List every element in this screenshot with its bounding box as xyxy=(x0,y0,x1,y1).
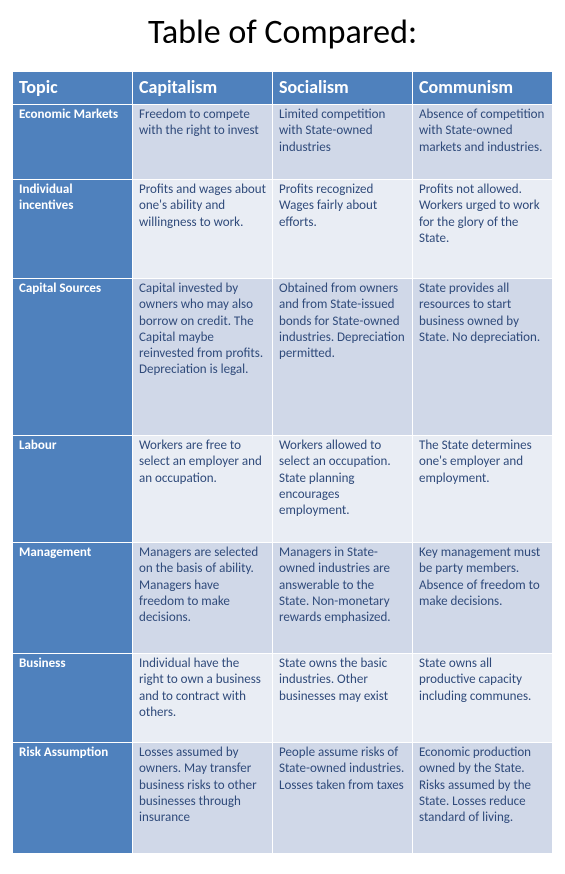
communism-cell: Absence of competition with State-owned … xyxy=(413,105,553,180)
capitalism-cell: Profits and wages about one's ability an… xyxy=(133,180,273,279)
topic-cell: Individual incentives xyxy=(13,180,133,279)
socialism-cell: People assume risks of State-owned indus… xyxy=(273,743,413,854)
topic-cell: Capital Sources xyxy=(13,279,133,436)
topic-cell: Business xyxy=(13,654,133,743)
communism-cell: State provides all resources to start bu… xyxy=(413,279,553,436)
capitalism-cell: Managers are selected on the basis of ab… xyxy=(133,543,273,654)
table-row: ManagementManagers are selected on the b… xyxy=(13,543,553,654)
socialism-cell: State owns the basic industries. Other b… xyxy=(273,654,413,743)
col-header-topic: Topic xyxy=(13,72,133,105)
table-row: Risk AssumptionLosses assumed by owners.… xyxy=(13,743,553,854)
socialism-cell: Obtained from owners and from State-issu… xyxy=(273,279,413,436)
capitalism-cell: Losses assumed by owners. May transfer b… xyxy=(133,743,273,854)
page-title: Table of Compared: xyxy=(0,12,565,53)
table-row: LabourWorkers are free to select an empl… xyxy=(13,436,553,543)
topic-cell: Economic Markets xyxy=(13,105,133,180)
table-row: Individual incentivesProfits and wages a… xyxy=(13,180,553,279)
capitalism-cell: Freedom to compete with the right to inv… xyxy=(133,105,273,180)
comparison-table: Topic Capitalism Socialism Communism Eco… xyxy=(12,71,553,854)
col-header-socialism: Socialism xyxy=(273,72,413,105)
col-header-capitalism: Capitalism xyxy=(133,72,273,105)
topic-cell: Labour xyxy=(13,436,133,543)
table-row: Economic MarketsFreedom to compete with … xyxy=(13,105,553,180)
socialism-cell: Limited competition with State-owned ind… xyxy=(273,105,413,180)
socialism-cell: Managers in State-owned industries are a… xyxy=(273,543,413,654)
capitalism-cell: Workers are free to select an employer a… xyxy=(133,436,273,543)
table-row: BusinessIndividual have the right to own… xyxy=(13,654,553,743)
communism-cell: Economic production owned by the State. … xyxy=(413,743,553,854)
capitalism-cell: Capital invested by owners who may also … xyxy=(133,279,273,436)
socialism-cell: Workers allowed to select an occupation.… xyxy=(273,436,413,543)
topic-cell: Risk Assumption xyxy=(13,743,133,854)
communism-cell: Key management must be party members. Ab… xyxy=(413,543,553,654)
socialism-cell: Profits recognized Wages fairly about ef… xyxy=(273,180,413,279)
communism-cell: State owns all productive capacity inclu… xyxy=(413,654,553,743)
capitalism-cell: Individual have the right to own a busin… xyxy=(133,654,273,743)
communism-cell: The State determines one's employer and … xyxy=(413,436,553,543)
topic-cell: Management xyxy=(13,543,133,654)
col-header-communism: Communism xyxy=(413,72,553,105)
communism-cell: Profits not allowed. Workers urged to wo… xyxy=(413,180,553,279)
header-row: Topic Capitalism Socialism Communism xyxy=(13,72,553,105)
table-row: Capital SourcesCapital invested by owner… xyxy=(13,279,553,436)
